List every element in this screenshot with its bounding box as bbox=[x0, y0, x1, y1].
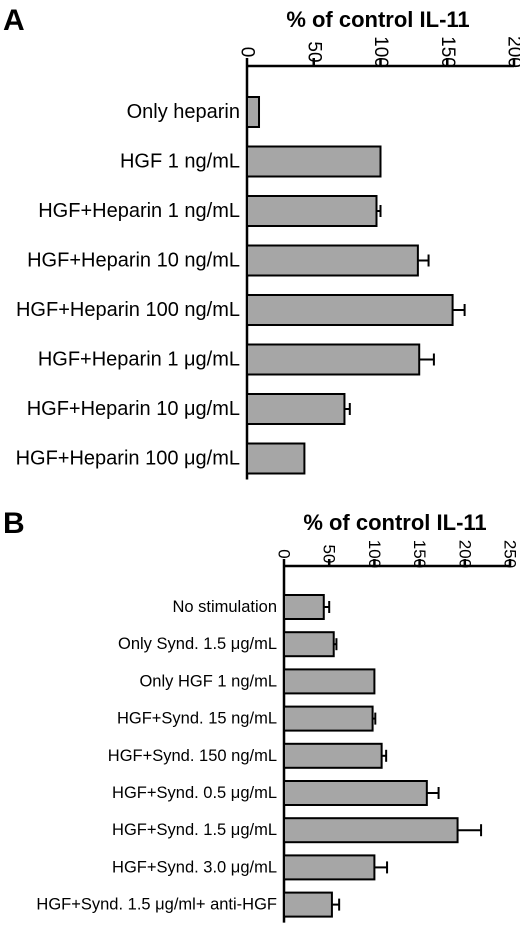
panel-a-bar bbox=[246, 145, 382, 178]
panel-a-plot: 0 50 100 150 200 Only heparin HGF 1 ng/mL HGF+H… bbox=[16, 36, 520, 480]
panel-b-x-tick-label: 250 bbox=[501, 540, 520, 568]
panel-b-bar bbox=[283, 780, 428, 806]
panel-b-x-tick-label: 150 bbox=[410, 540, 429, 568]
panel-b-category-label: HGF+Synd. 150 ng/mL bbox=[108, 747, 277, 765]
panel-b-bar bbox=[283, 854, 376, 881]
panel-a-x-tick-label: 100 bbox=[370, 36, 391, 68]
panel-a-x-tick-label: 0 bbox=[237, 47, 258, 58]
panel-a-category-label: HGF+Heparin 1 ng/mL bbox=[38, 200, 240, 222]
panel-a-axis-title: % of control IL-11 bbox=[286, 7, 469, 32]
panel-b-plot: 0 50 100 150 200 250 No stimulation Only Synd. … bbox=[36, 540, 520, 923]
panel-b-category-label: HGF+Synd. 3.0 μg/mL bbox=[112, 858, 277, 876]
panel-b-category-label: HGF+Synd. 0.5 μg/mL bbox=[112, 784, 277, 802]
panel-a-x-tick-label: 50 bbox=[303, 41, 324, 62]
panel-b-bar bbox=[283, 668, 376, 695]
panel-a-x-tick-label: 200 bbox=[504, 36, 520, 68]
panel-b-category-label: HGF+Synd. 1.5 μg/ml+ anti-HGF bbox=[36, 896, 277, 914]
panel-b-bar bbox=[283, 705, 374, 732]
panel-a-bar bbox=[246, 244, 419, 277]
panel-b-bar bbox=[283, 742, 383, 769]
panel-b-x-tick-label: 50 bbox=[320, 545, 339, 564]
panel-b-category-label: Only Synd. 1.5 μg/mL bbox=[118, 635, 277, 653]
panel-b-x-tick-label: 100 bbox=[365, 540, 384, 568]
panel-b-axis-title: % of control IL-11 bbox=[303, 510, 486, 535]
panel-b-category-label: Only HGF 1 ng/mL bbox=[139, 672, 277, 690]
panel-a-category-label: HGF+Heparin 10 ng/mL bbox=[27, 250, 240, 272]
panel-b-category-label: HGF+Synd. 1.5 μg/mL bbox=[112, 821, 277, 839]
panel-b-bar bbox=[283, 594, 325, 620]
panel-a-category-label: HGF+Heparin 100 μg/mL bbox=[16, 448, 240, 470]
panel-a-bar bbox=[246, 343, 421, 376]
panel-b-x-tick-label: 200 bbox=[455, 540, 474, 568]
panel-b-bar bbox=[283, 631, 335, 658]
panel-a-x-tick-label: 150 bbox=[437, 36, 458, 68]
panel-a-bar bbox=[246, 442, 306, 475]
panel-a-category-label: HGF+Heparin 100 ng/mL bbox=[16, 299, 240, 321]
panel-b-category-label: HGF+Synd. 15 ng/mL bbox=[117, 710, 277, 728]
panel-b-x-tick-label: 0 bbox=[275, 549, 294, 558]
panel-a-bar bbox=[246, 96, 261, 128]
panel-a-category-label: HGF+Heparin 1 μg/mL bbox=[38, 349, 240, 371]
panel-b-category-label: No stimulation bbox=[172, 598, 277, 616]
panel-b-bar bbox=[283, 891, 333, 918]
panel-a-category-label: Only heparin bbox=[127, 101, 240, 123]
panel-a-bar bbox=[246, 393, 346, 425]
panel-a-bar bbox=[246, 294, 454, 326]
panel-b-bar bbox=[283, 817, 459, 844]
panel-a-bar bbox=[246, 195, 378, 227]
panel-a-category-label: HGF+Heparin 10 μg/mL bbox=[27, 398, 240, 420]
panel-b-label: B bbox=[3, 507, 25, 540]
panel-a-category-label: HGF 1 ng/mL bbox=[120, 151, 240, 173]
panel-a-label: A bbox=[3, 4, 25, 37]
